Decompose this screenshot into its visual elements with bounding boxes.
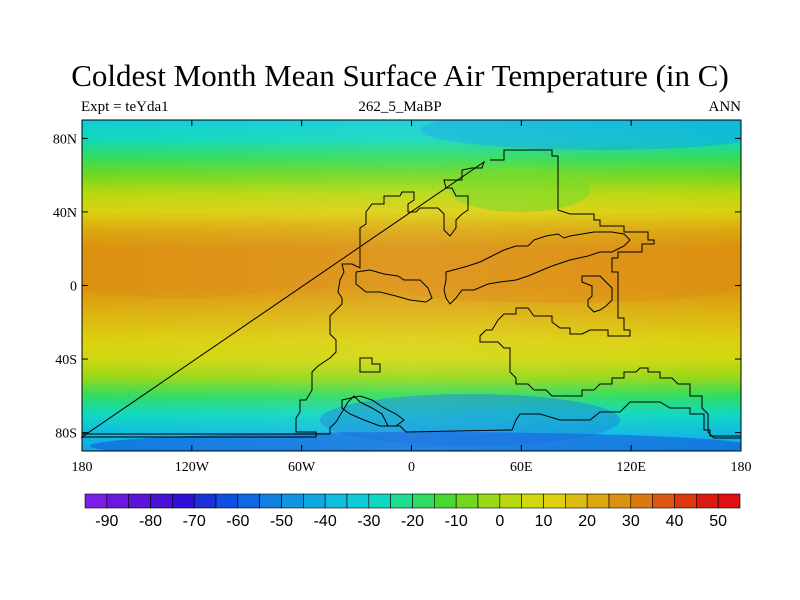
temperature-field xyxy=(82,120,741,451)
colorbar-swatch xyxy=(717,493,741,509)
y-tick-label: 0 xyxy=(70,280,77,295)
colorbar-swatch xyxy=(346,493,370,509)
colorbar-swatch xyxy=(368,493,391,509)
colorbar-swatch xyxy=(172,493,195,509)
season-label: ANN xyxy=(708,99,742,115)
latitude-axis: 80N 40N 0 40S 80S xyxy=(53,132,741,442)
colorbar-swatch xyxy=(259,493,282,509)
colorbar-label: -50 xyxy=(270,513,293,530)
colorbar-swatch xyxy=(237,493,260,509)
light-shading xyxy=(82,120,741,451)
east-peninsula-outline xyxy=(581,275,613,313)
colorbar-swatch xyxy=(543,493,566,509)
colorbar-label: -70 xyxy=(183,513,206,530)
x-tick-label: 120E xyxy=(616,460,646,475)
x-tick-label: 180 xyxy=(731,460,752,475)
y-tick-label: 80N xyxy=(53,132,77,147)
colorbar-swatch xyxy=(412,493,435,509)
colorbar-swatch xyxy=(477,493,501,509)
y-tick-label: 40N xyxy=(53,206,77,221)
south-bay-outline xyxy=(341,395,405,427)
colorbar-label: -60 xyxy=(226,513,249,530)
colorbar-swatch xyxy=(565,493,588,509)
colorbar-label: 40 xyxy=(666,513,684,530)
colorbar-swatch xyxy=(586,493,610,509)
colorbar-label: -90 xyxy=(95,513,118,530)
colorbar-label: 0 xyxy=(495,513,504,530)
colorbar-swatch xyxy=(303,493,326,509)
colorbar-swatch xyxy=(455,493,479,509)
colorbar-swatch xyxy=(128,493,151,509)
colorbar-swatch xyxy=(281,493,304,509)
y-tick-label: 40S xyxy=(55,353,77,368)
colorbar-swatch xyxy=(84,493,108,509)
colorbar-swatch xyxy=(696,493,719,509)
colorbar-label: -40 xyxy=(314,513,337,530)
colorbar-label: -20 xyxy=(401,513,424,530)
western-inlet-outline xyxy=(355,269,433,303)
longitude-axis: 180 120W 60W 0 60E 120E 180 xyxy=(72,120,752,475)
colorbar-swatch xyxy=(674,493,697,509)
colorbar-swatch xyxy=(324,493,348,509)
experiment-label: Expt = teYda1 xyxy=(81,99,169,115)
colorbar-label: -10 xyxy=(445,513,468,530)
x-tick-label: 120W xyxy=(175,460,210,475)
colorbar-label: -30 xyxy=(357,513,380,530)
colorbar-swatch xyxy=(150,493,173,509)
colorbar-swatch xyxy=(193,493,217,509)
x-tick-label: 180 xyxy=(72,460,93,475)
colorbar-label: 30 xyxy=(622,513,640,530)
x-tick-label: 60E xyxy=(510,460,533,475)
coastlines xyxy=(80,149,741,439)
colorbar-label: 50 xyxy=(709,513,727,530)
colorbar-swatch xyxy=(390,493,413,509)
x-tick-label: 60W xyxy=(288,460,316,475)
colorbar-swatch xyxy=(215,493,239,509)
colorbar-swatch xyxy=(106,493,129,509)
colorbar-swatch xyxy=(499,493,522,509)
x-tick-label: 0 xyxy=(408,460,415,475)
colorbar-label: 20 xyxy=(578,513,596,530)
time-label: 262_5_MaBP xyxy=(358,99,442,115)
y-tick-label: 80S xyxy=(55,427,77,442)
colorbar-swatch xyxy=(630,493,653,509)
colorbar-swatch xyxy=(521,493,544,509)
colorbar: -90 -80 -70 -60 -50 -40 -30 -20 -10 0 10 20 30 40 50 xyxy=(84,493,741,530)
southern-island-outline xyxy=(359,357,381,373)
pangaea-coastline xyxy=(80,149,741,439)
map-title: Coldest Month Mean Surface Air Temperatu… xyxy=(71,58,729,93)
inner-lake-outline xyxy=(443,231,631,305)
colorbar-swatch xyxy=(434,493,457,509)
colorbar-label: -80 xyxy=(139,513,162,530)
colorbar-label: 10 xyxy=(535,513,553,530)
colorbar-swatch xyxy=(652,493,675,509)
colorbar-swatch xyxy=(608,493,632,509)
